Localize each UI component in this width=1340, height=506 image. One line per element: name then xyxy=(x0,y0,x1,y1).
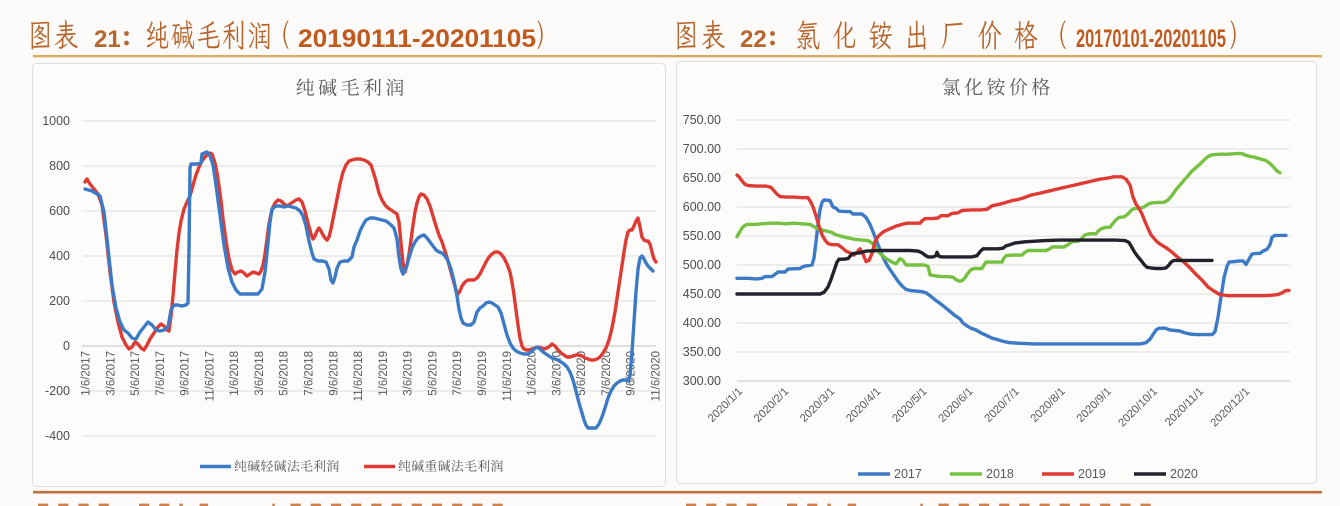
svg-text:7/6/2020: 7/6/2020 xyxy=(601,351,613,396)
svg-text:300.00: 300.00 xyxy=(683,374,721,388)
svg-text:650.00: 650.00 xyxy=(683,171,721,185)
svg-text:7/6/2018: 7/6/2018 xyxy=(304,351,316,396)
svg-text:9/6/2017: 9/6/2017 xyxy=(180,351,192,396)
svg-text:7/6/2017: 7/6/2017 xyxy=(155,351,167,396)
svg-text:-200: -200 xyxy=(45,384,70,398)
svg-text:750.00: 750.00 xyxy=(683,113,721,127)
svg-text:1/6/2019: 1/6/2019 xyxy=(378,351,390,396)
svg-text:3/6/2018: 3/6/2018 xyxy=(254,351,266,396)
svg-text:5/6/2017: 5/6/2017 xyxy=(130,351,142,396)
svg-text:700.00: 700.00 xyxy=(683,142,721,156)
svg-text:9/6/2018: 9/6/2018 xyxy=(328,351,340,396)
svg-text:2018: 2018 xyxy=(986,467,1014,481)
svg-text:11/6/2019: 11/6/2019 xyxy=(502,351,514,401)
svg-text:3/6/2017: 3/6/2017 xyxy=(105,351,117,396)
svg-text:5/6/2020: 5/6/2020 xyxy=(576,351,588,396)
svg-text:20170101-20201105: 20170101-20201105 xyxy=(1076,25,1226,53)
svg-text:1/6/2017: 1/6/2017 xyxy=(81,351,93,396)
svg-text:0: 0 xyxy=(63,339,70,353)
svg-text:200: 200 xyxy=(49,294,70,308)
svg-text:5/6/2019: 5/6/2019 xyxy=(427,351,439,396)
svg-text:800: 800 xyxy=(49,159,70,173)
svg-text:-400: -400 xyxy=(45,429,70,443)
svg-text:21: 21 xyxy=(94,26,121,53)
svg-text:3/6/2019: 3/6/2019 xyxy=(403,351,415,396)
svg-text:11/6/2017: 11/6/2017 xyxy=(204,351,216,401)
svg-text:500.00: 500.00 xyxy=(683,258,721,272)
svg-text:9/6/2019: 9/6/2019 xyxy=(477,351,489,396)
svg-text:600.00: 600.00 xyxy=(683,200,721,214)
svg-text:11/6/2020: 11/6/2020 xyxy=(650,351,662,401)
svg-text:400: 400 xyxy=(49,249,70,263)
svg-text:1/6/2020: 1/6/2020 xyxy=(527,351,539,396)
svg-text:550.00: 550.00 xyxy=(683,229,721,243)
svg-text:350.00: 350.00 xyxy=(683,345,721,359)
svg-text:22: 22 xyxy=(740,26,767,53)
svg-text:600: 600 xyxy=(49,204,70,218)
svg-text:1/6/2018: 1/6/2018 xyxy=(229,351,241,396)
svg-text:450.00: 450.00 xyxy=(683,287,721,301)
svg-text:2019: 2019 xyxy=(1078,467,1106,481)
svg-text:400.00: 400.00 xyxy=(683,316,721,330)
svg-text:2020: 2020 xyxy=(1170,467,1198,481)
svg-text:7/6/2019: 7/6/2019 xyxy=(452,351,464,396)
svg-text:20190111-20201105: 20190111-20201105 xyxy=(298,25,536,53)
svg-text:1000: 1000 xyxy=(42,114,70,128)
svg-text:2017: 2017 xyxy=(894,467,922,481)
svg-text:11/6/2018: 11/6/2018 xyxy=(353,351,365,401)
svg-text:5/6/2018: 5/6/2018 xyxy=(279,351,291,396)
